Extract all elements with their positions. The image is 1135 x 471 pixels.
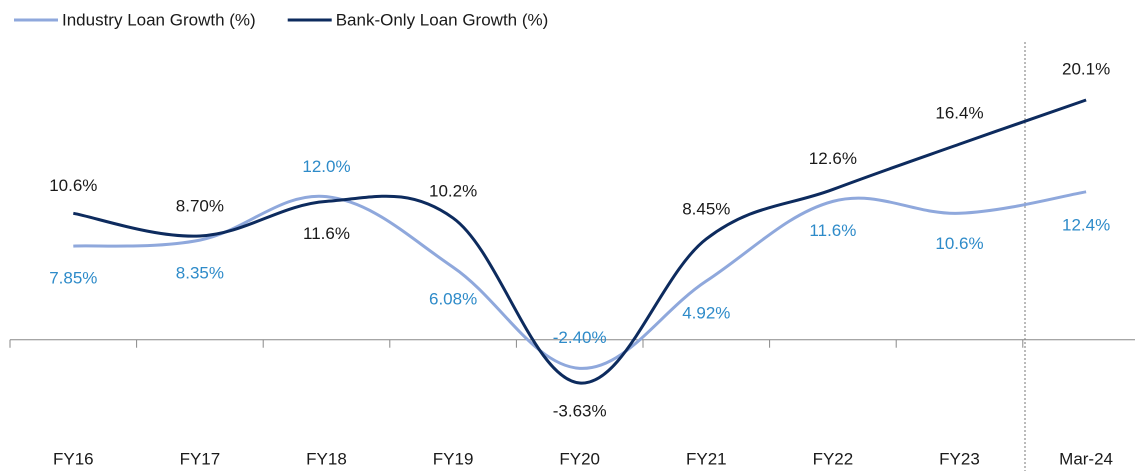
data-label: 8.70%	[176, 196, 224, 215]
data-label: 11.6%	[809, 221, 856, 240]
data-label: -2.40%	[553, 328, 607, 347]
data-label: 10.6%	[935, 234, 983, 253]
legend-label: Industry Loan Growth (%)	[62, 10, 256, 29]
x-tick-label: FY16	[53, 449, 94, 468]
x-tick-label: FY22	[813, 449, 854, 468]
data-label: 10.6%	[49, 176, 97, 195]
data-label: 16.4%	[935, 104, 983, 123]
series-line	[73, 98, 1087, 385]
x-tick-label: FY23	[939, 449, 980, 468]
data-label: 12.6%	[809, 149, 857, 168]
data-label: 12.0%	[302, 157, 350, 176]
x-tick-label: FY17	[180, 449, 221, 468]
x-tick-label: Mar-24	[1059, 449, 1113, 468]
x-tick-label: FY20	[559, 449, 600, 468]
data-label: 12.4%	[1062, 215, 1110, 234]
data-label: 8.45%	[682, 199, 730, 218]
legend-label: Bank-Only Loan Growth (%)	[336, 10, 549, 29]
data-label: 6.08%	[429, 290, 477, 309]
data-label: 11.6%	[303, 224, 350, 243]
x-tick-label: FY21	[686, 449, 727, 468]
data-label: 7.85%	[49, 269, 97, 288]
data-label: 20.1%	[1062, 59, 1110, 78]
data-label: 8.35%	[176, 264, 224, 283]
data-label: -3.63%	[553, 401, 607, 420]
series-line	[73, 190, 1087, 370]
x-tick-label: FY18	[306, 449, 347, 468]
data-label: 4.92%	[682, 304, 730, 323]
data-label: 10.2%	[429, 182, 477, 201]
x-tick-label: FY19	[433, 449, 474, 468]
